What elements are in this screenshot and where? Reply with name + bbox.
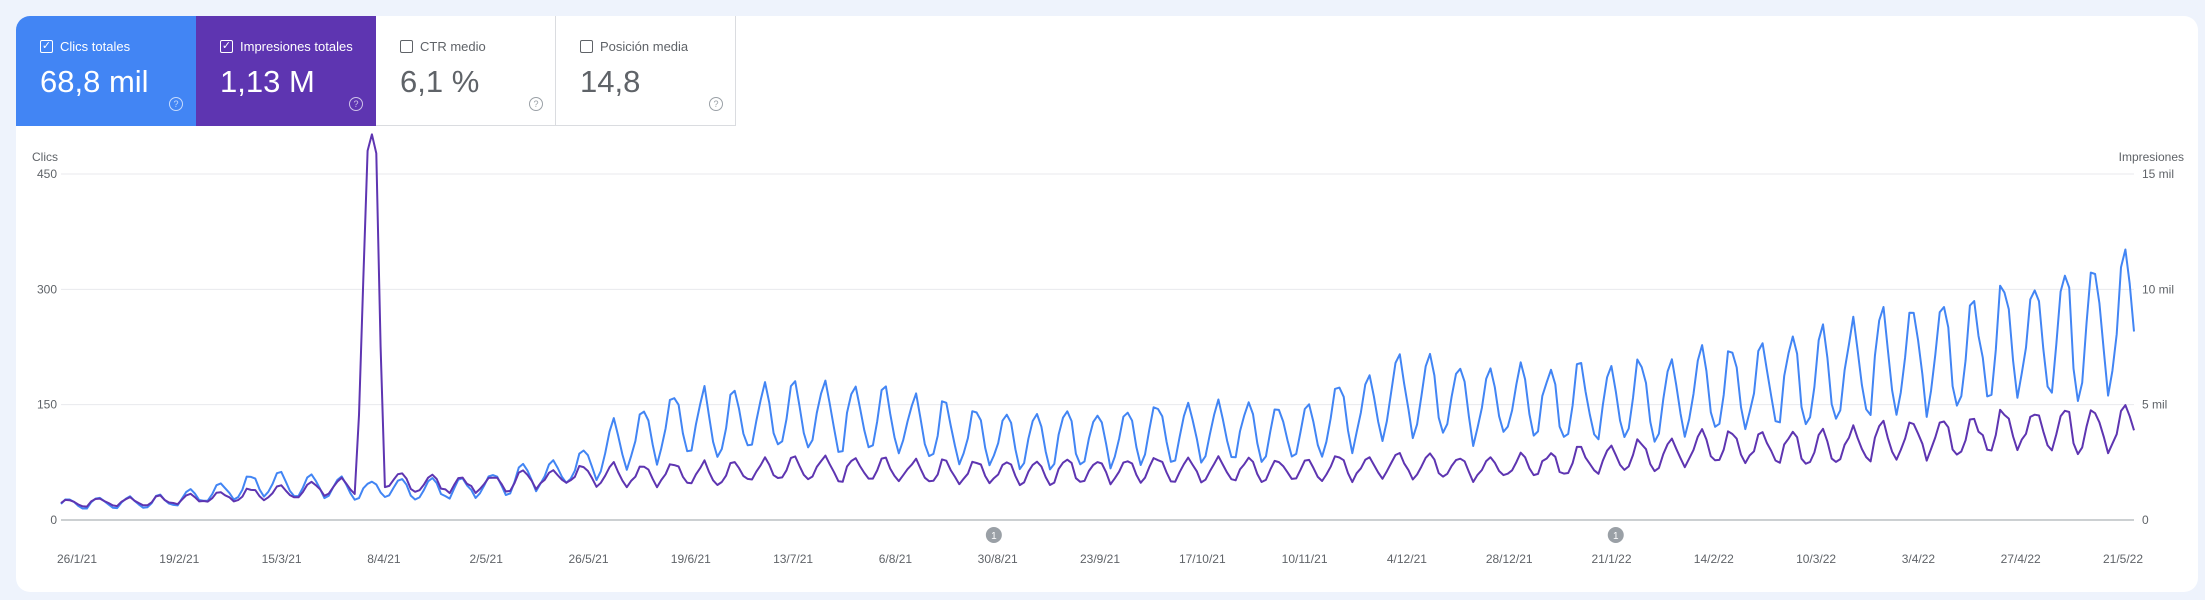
y-right-tick-label: 5 mil — [2142, 398, 2167, 412]
x-tick-label: 6/8/21 — [879, 552, 913, 566]
metric-value: 14,8 — [580, 64, 641, 99]
x-tick-label: 15/3/21 — [262, 552, 302, 566]
metric-tabs: ✓ Clics totales 68,8 mil ? ✓ Impresiones… — [16, 16, 736, 126]
annotation-marker-label: 1 — [1613, 531, 1619, 542]
y-left-axis-label: Clics — [32, 150, 58, 164]
annotation-marker — [1607, 527, 1624, 543]
x-tick-label: 26/5/21 — [568, 552, 608, 566]
metric-total-impressions[interactable]: ✓ Impresiones totales 1,13 M ? — [196, 16, 376, 126]
x-tick-label: 4/12/21 — [1387, 552, 1427, 566]
x-tick-label: 21/5/22 — [2103, 552, 2143, 566]
checkbox-unchecked-icon[interactable] — [580, 40, 593, 53]
help-circle-icon[interactable]: ? — [709, 97, 723, 111]
performance-card: ✓ Clics totales 68,8 mil ? ✓ Impresiones… — [16, 16, 2198, 592]
y-right-tick-label: 15 mil — [2142, 167, 2174, 181]
checkbox-unchecked-icon[interactable] — [400, 40, 413, 53]
y-left-tick-label: 150 — [37, 398, 57, 412]
x-tick-label: 2/5/21 — [470, 552, 504, 566]
checkbox-checked-icon[interactable]: ✓ — [220, 40, 233, 53]
y-right-tick-label: 10 mil — [2142, 282, 2174, 296]
x-tick-label: 8/4/21 — [367, 552, 401, 566]
y-left-tick-label: 300 — [37, 282, 57, 296]
x-tick-label: 23/9/21 — [1080, 552, 1120, 566]
annotation-marker — [985, 527, 1002, 543]
metric-value: 68,8 mil — [40, 64, 149, 99]
x-tick-label: 21/1/22 — [1591, 552, 1631, 566]
clicks-series-line — [60, 133, 2135, 508]
x-tick-label: 17/10/21 — [1179, 552, 1226, 566]
y-right-axis-label: Impresiones — [2119, 150, 2184, 164]
x-tick-label: 30/8/21 — [978, 552, 1018, 566]
annotation-marker-label: 1 — [991, 531, 997, 542]
x-tick-label: 3/4/22 — [1902, 552, 1936, 566]
checkbox-checked-icon[interactable]: ✓ — [40, 40, 53, 53]
help-circle-icon[interactable]: ? — [349, 97, 363, 111]
x-tick-label: 14/2/22 — [1694, 552, 1734, 566]
help-circle-icon[interactable]: ? — [169, 97, 183, 111]
metric-total-clicks[interactable]: ✓ Clics totales 68,8 mil ? — [16, 16, 196, 126]
metric-average-ctr[interactable]: CTR medio 6,1 % ? — [376, 16, 556, 126]
x-tick-label: 19/2/21 — [159, 552, 199, 566]
x-tick-label: 26/1/21 — [57, 552, 97, 566]
x-tick-label: 27/4/22 — [2001, 552, 2041, 566]
metric-value: 1,13 M — [220, 64, 315, 99]
y-left-tick-label: 0 — [50, 513, 57, 527]
x-tick-label: 10/11/21 — [1282, 552, 1328, 566]
metric-average-position[interactable]: Posición media 14,8 ? — [556, 16, 736, 126]
x-tick-label: 28/12/21 — [1486, 552, 1533, 566]
performance-chart: 0 150 300 450 0 5 mil 10 mil 15 mil Clics Impresi… — [32, 133, 2184, 566]
x-tick-label: 10/3/22 — [1796, 552, 1836, 566]
y-left-tick-label: 450 — [37, 167, 57, 181]
x-tick-label: 19/6/21 — [671, 552, 711, 566]
x-tick-label: 13/7/21 — [773, 552, 813, 566]
metric-value: 6,1 % — [400, 64, 480, 99]
impressions-series-line — [60, 248, 2135, 510]
help-circle-icon[interactable]: ? — [529, 97, 543, 111]
y-right-tick-label: 0 — [2142, 513, 2149, 527]
